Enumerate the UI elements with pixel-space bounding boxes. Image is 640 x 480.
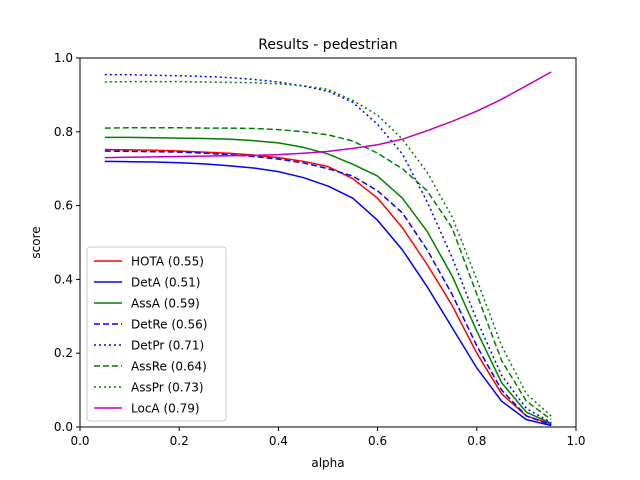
y-tick-label: 1.0 — [54, 51, 73, 65]
series-line-assa — [104, 136, 552, 424]
legend: HOTA (0.55) DetA (0.51) AssA (0.59) DetRe (… — [86, 246, 227, 422]
legend-label-asspr: AssPr (0.73) — [131, 381, 204, 395]
legend-box — [86, 246, 227, 422]
legend-label-hota: HOTA (0.55) — [131, 255, 204, 269]
y-tick-label: 0.8 — [54, 125, 73, 139]
x-tick-label: 0.0 — [70, 434, 89, 448]
chart-title: Results - pedestrian — [258, 37, 397, 53]
y-tick-label: 0.2 — [54, 346, 73, 360]
series-line-loca — [104, 71, 552, 159]
axis-ticks: 0.0 0.2 0.4 0.6 0.8 1.0 0.0 0.2 0.4 0.6 0.8 1.0 — [54, 51, 586, 448]
legend-label-assre: AssRe (0.64) — [131, 360, 207, 374]
x-tick-label: 0.2 — [170, 434, 189, 448]
y-tick-label: 0.6 — [54, 199, 73, 213]
legend-label-detre: DetRe (0.56) — [131, 318, 207, 332]
series-line-assre — [104, 126, 552, 421]
legend-label-assa: AssA (0.59) — [131, 297, 200, 311]
y-tick-label: 0.4 — [54, 272, 73, 286]
series-line-hota — [104, 148, 552, 425]
x-tick-label: 0.4 — [269, 434, 288, 448]
plot-area — [104, 71, 552, 427]
x-tick-label: 0.6 — [368, 434, 387, 448]
series-line-detre — [104, 150, 552, 426]
series-line-detpr — [104, 73, 552, 424]
x-axis-label: alpha — [311, 456, 344, 470]
x-tick-label: 0.8 — [467, 434, 486, 448]
legend-label-loca: LocA (0.79) — [131, 402, 200, 416]
legend-label-deta: DetA (0.51) — [131, 276, 200, 290]
legend-label-detpr: DetPr (0.71) — [131, 339, 204, 353]
y-tick-label: 0.0 — [54, 420, 73, 434]
plot-frame — [79, 57, 577, 428]
series-line-deta — [104, 160, 552, 427]
x-tick-label: 1.0 — [566, 434, 585, 448]
y-axis-label: score — [29, 226, 43, 258]
